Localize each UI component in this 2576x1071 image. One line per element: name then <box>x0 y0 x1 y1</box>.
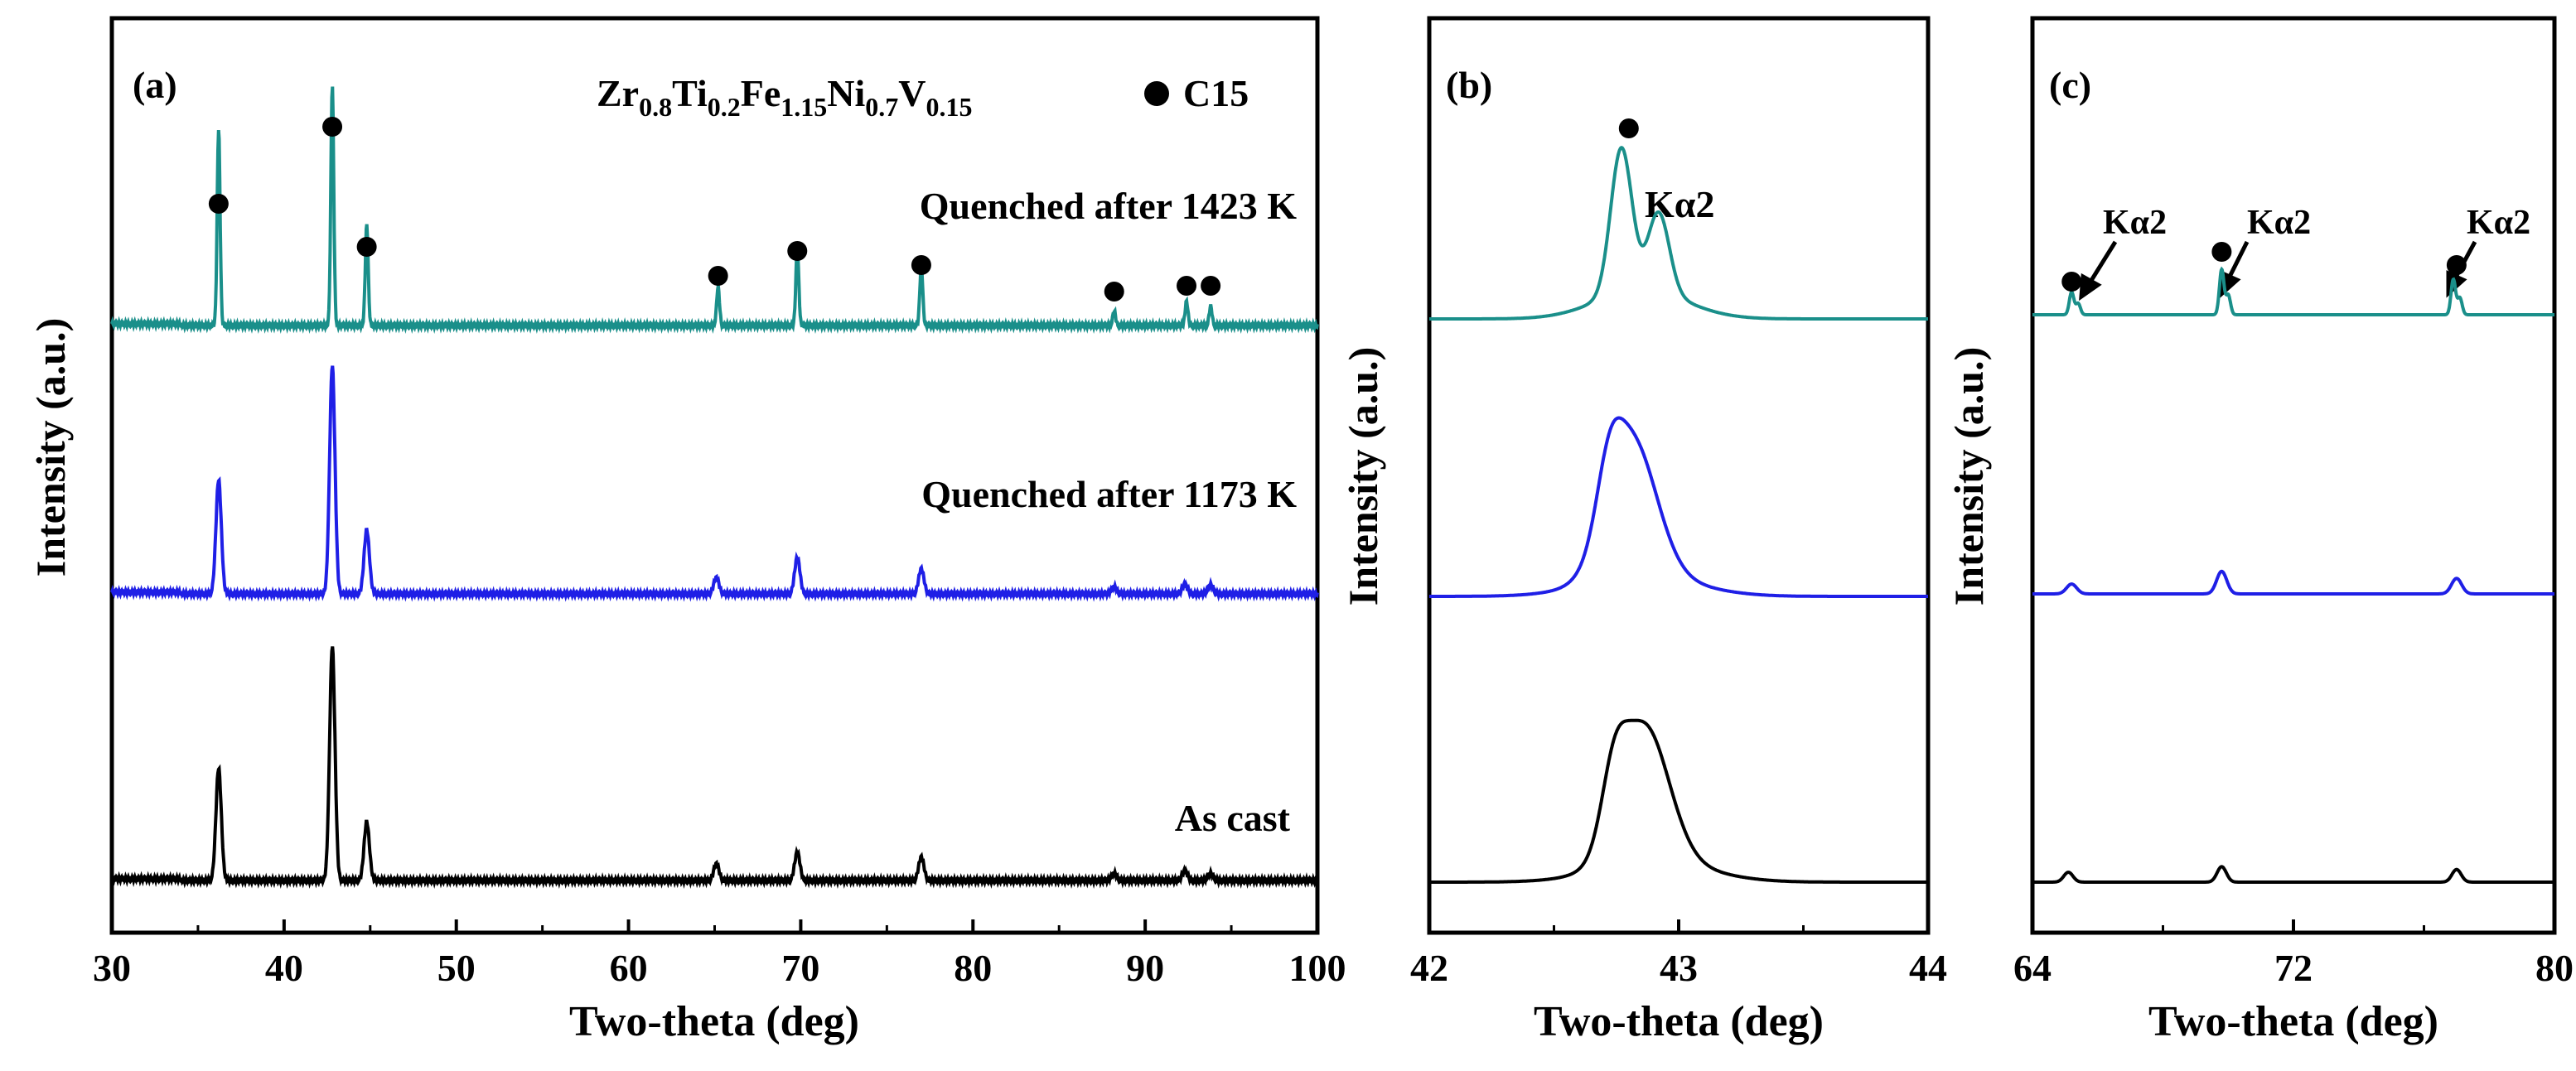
x-tick-label-a-3: 60 <box>610 947 648 989</box>
series-line-c-0 <box>2032 266 2554 316</box>
x-tick-label-a-4: 70 <box>781 947 819 989</box>
legend-c15-marker <box>1144 81 1169 106</box>
x-tick-label-a-1: 40 <box>265 947 303 989</box>
x-tick-label-a-0: 30 <box>93 947 131 989</box>
series-line-a-2 <box>110 646 1319 889</box>
c15-marker-b-0 <box>1618 118 1639 138</box>
x-tick-label-a-6: 90 <box>1126 947 1164 989</box>
y-axis-label-b: Intensity (a.u.) <box>1340 347 1386 606</box>
x-tick-label-c-1: 72 <box>2274 947 2313 989</box>
series-line-b-2 <box>1429 718 1928 884</box>
x-tick-label-a-2: 50 <box>437 947 476 989</box>
c15-marker-a-8 <box>1201 276 1221 296</box>
panel-c-frame <box>2030 16 2557 935</box>
series-line-a-1 <box>110 365 1319 602</box>
composition-label: Zr0.8Ti0.2Fe1.15Ni0.7V0.15 <box>597 72 973 122</box>
x-axis-label-c: Two-theta (deg) <box>2148 998 2438 1045</box>
panel-c-label: (c) <box>2049 64 2091 106</box>
series-line-b-1 <box>1429 416 1928 598</box>
c15-marker-a-2 <box>356 237 377 257</box>
panel-b-curves <box>1429 146 1928 884</box>
c15-marker-c-1 <box>2211 242 2232 262</box>
series-line-a-0 <box>110 86 1319 335</box>
kalpha2-annotation-c2: Kα2 <box>2247 204 2311 242</box>
c15-markers <box>208 117 2467 302</box>
y-axis-label-a: Intensity (a.u.) <box>27 318 74 577</box>
series-label-1173: Quenched after 1173 K <box>921 473 1297 515</box>
kalpha2-annotation-b: Kα2 <box>1645 183 1714 225</box>
series-line-c-2 <box>2032 865 2554 884</box>
x-tick-label-a-7: 100 <box>1289 947 1346 989</box>
kalpha2-annotation-c1: Kα2 <box>2103 204 2167 242</box>
x-tick-label-b-2: 44 <box>1909 947 1947 989</box>
panel-a-curves <box>110 86 1319 889</box>
x-tick-label-c-0: 64 <box>2013 947 2052 989</box>
x-axis-label-b: Two-theta (deg) <box>1534 998 1824 1045</box>
c15-marker-a-3 <box>708 266 728 286</box>
c15-marker-c-2 <box>2446 255 2467 275</box>
panel-b-label: (b) <box>1446 64 1492 106</box>
x-axis-label-a: Two-theta (deg) <box>569 998 859 1045</box>
legend-c15-label: C15 <box>1183 72 1249 114</box>
c15-marker-a-7 <box>1177 276 1197 296</box>
series-line-c-1 <box>2032 569 2554 596</box>
c15-marker-a-4 <box>787 241 808 261</box>
c15-marker-a-5 <box>911 255 931 275</box>
x-tick-label-b-0: 42 <box>1410 947 1448 989</box>
x-tick-label-b-1: 43 <box>1660 947 1698 989</box>
axis-ticks: 30 40 50 60 70 80 90 100 42 43 44 64 72 80 <box>93 919 2574 989</box>
c15-marker-a-1 <box>322 117 343 137</box>
x-tick-label-c-2: 80 <box>2535 947 2574 989</box>
c15-marker-c-0 <box>2061 272 2082 292</box>
panel-b-frame <box>1427 16 1931 935</box>
series-label-as-cast: As cast <box>1175 797 1291 839</box>
c15-marker-a-6 <box>1104 282 1124 302</box>
kalpha2-annotation-c3: Kα2 <box>2467 204 2530 242</box>
panel-c-curves <box>2032 266 2554 884</box>
series-line-b-0 <box>1429 146 1928 321</box>
x-tick-label-a-5: 80 <box>954 947 992 989</box>
y-axis-label-c: Intensity (a.u.) <box>1945 347 1992 606</box>
c15-marker-a-0 <box>208 194 229 214</box>
panel-a-label: (a) <box>133 64 177 106</box>
kalpha2-arrows <box>2079 240 2477 302</box>
series-label-1423: Quenched after 1423 K <box>920 185 1298 227</box>
